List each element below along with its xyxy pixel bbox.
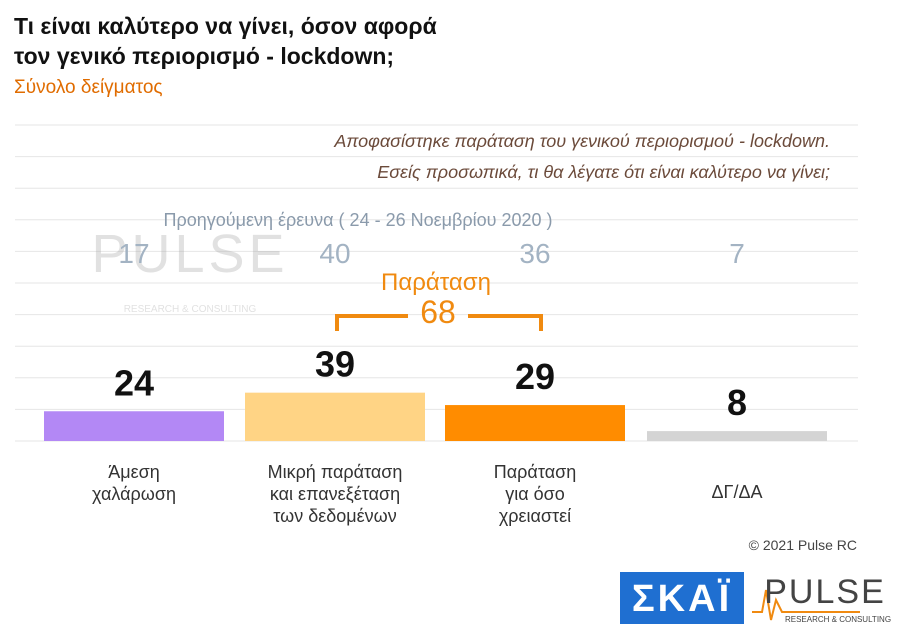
bar [44, 411, 224, 441]
bracket [335, 314, 543, 331]
previous-value: 40 [319, 238, 350, 269]
watermark-pulse: PULSE [91, 224, 288, 284]
value-label: 8 [727, 382, 747, 423]
pulse-logo-sub: RESEARCH & CONSULTING [785, 615, 891, 624]
subtitle: Σύνολο δείγματος [14, 77, 163, 98]
title-line: Τι είναι καλύτερο να γίνει, όσον αφορά [14, 13, 437, 39]
skai-logo: ΣΚΑΪ [632, 577, 732, 620]
question-line: Αποφασίστηκε παράταση του γενικού περιορ… [333, 131, 830, 151]
category-label: Παράταση για όσο χρειαστεί [493, 462, 577, 526]
pulse-logo: PULSE [764, 573, 886, 611]
title-line: τον γενικό περιορισμό - lockdown; [14, 43, 394, 69]
value-label: 29 [515, 356, 555, 397]
pulse-logo-line [752, 589, 860, 621]
value-label: 24 [114, 362, 154, 403]
bracket-label: Παράταση [381, 269, 491, 296]
previous-label: Προηγούμενη έρευνα ( 24 - 26 Νοεμβρίου 2… [164, 210, 553, 230]
category-label: Άμεση χαλάρωση [92, 462, 176, 504]
bar [647, 431, 827, 441]
category-label: ΔΓ/ΔΑ [711, 482, 763, 502]
copyright: © 2021 Pulse RC [749, 537, 857, 553]
previous-value: 36 [519, 238, 550, 269]
bracket-value: 68 [420, 294, 456, 330]
watermark: PULSE RESEARCH & CONSULTING [91, 224, 288, 315]
question-line: Εσείς προσωπικά, τι θα λέγατε ότι είναι … [377, 162, 830, 182]
bar [445, 405, 625, 441]
category-label: Μικρή παράταση και επανεξέταση των δεδομ… [267, 462, 403, 526]
skai-logo-box [620, 572, 744, 624]
previous-value: 17 [118, 238, 149, 269]
watermark-sub: RESEARCH & CONSULTING [124, 304, 257, 315]
previous-value: 7 [729, 238, 745, 269]
bar [245, 392, 425, 441]
value-label: 39 [315, 344, 355, 385]
